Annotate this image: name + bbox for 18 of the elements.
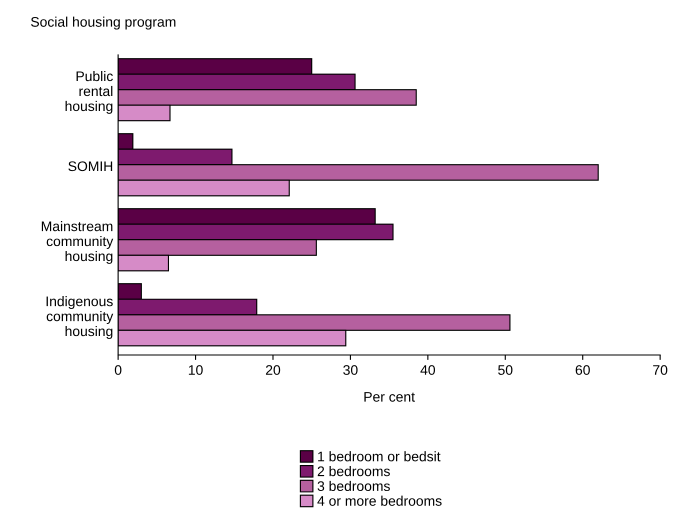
x-tick-label: 40 <box>420 365 436 375</box>
y-tick-label: Mainstream community housing <box>42 221 114 264</box>
x-tick-label: 30 <box>343 365 358 375</box>
legend-label: 2 bedrooms <box>318 466 390 476</box>
legend-label: 4 or more bedrooms <box>317 496 442 506</box>
legend-label: 3 bedrooms <box>318 480 390 492</box>
legend-label: 1 bedroom or bedsit <box>318 451 440 462</box>
x-tick-label: 0 <box>114 365 122 375</box>
y-tick-label: SOMIH <box>68 161 112 172</box>
y-tick-label: Public rental housing <box>66 70 113 114</box>
x-tick-label: 10 <box>188 365 203 375</box>
y-axis-title: Social housing program <box>31 16 176 30</box>
x-tick-label: 70 <box>653 365 668 375</box>
y-tick-label: Indigenous community housing <box>46 296 114 339</box>
x-tick-label: 60 <box>576 365 590 375</box>
x-tick-label: 50 <box>498 365 512 375</box>
x-tick-label: 20 <box>266 365 280 375</box>
x-axis-title: Per cent <box>364 392 415 402</box>
